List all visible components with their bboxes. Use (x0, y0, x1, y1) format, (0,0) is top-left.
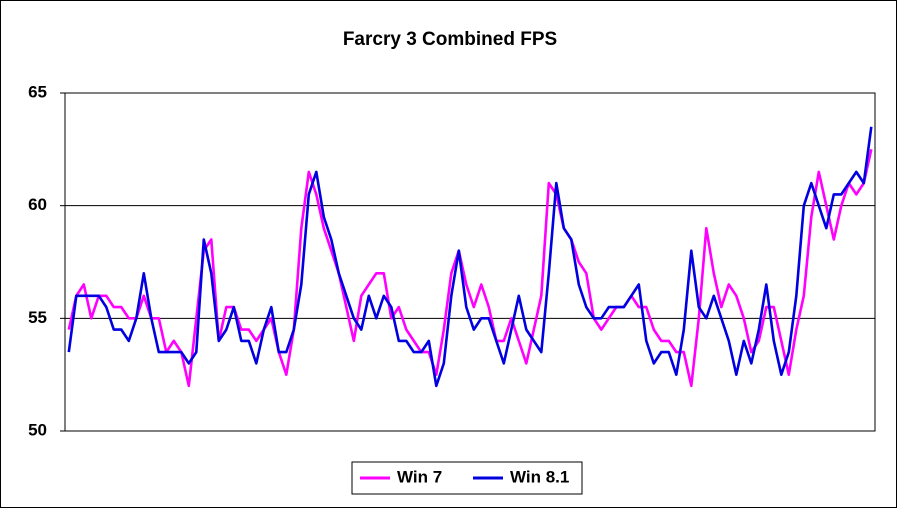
series-line (67, 126, 873, 388)
legend-label: Win 8.1 (510, 467, 569, 486)
y-tick-label: 60 (28, 195, 47, 214)
y-tick-label: 65 (28, 82, 47, 101)
plot-area (64, 92, 876, 432)
y-tick-label: 50 (28, 420, 47, 439)
y-tick-label: 55 (28, 308, 47, 327)
legend-label: Win 7 (397, 467, 442, 486)
chart-title: Farcry 3 Combined FPS (343, 29, 557, 50)
legend-box (351, 461, 583, 495)
